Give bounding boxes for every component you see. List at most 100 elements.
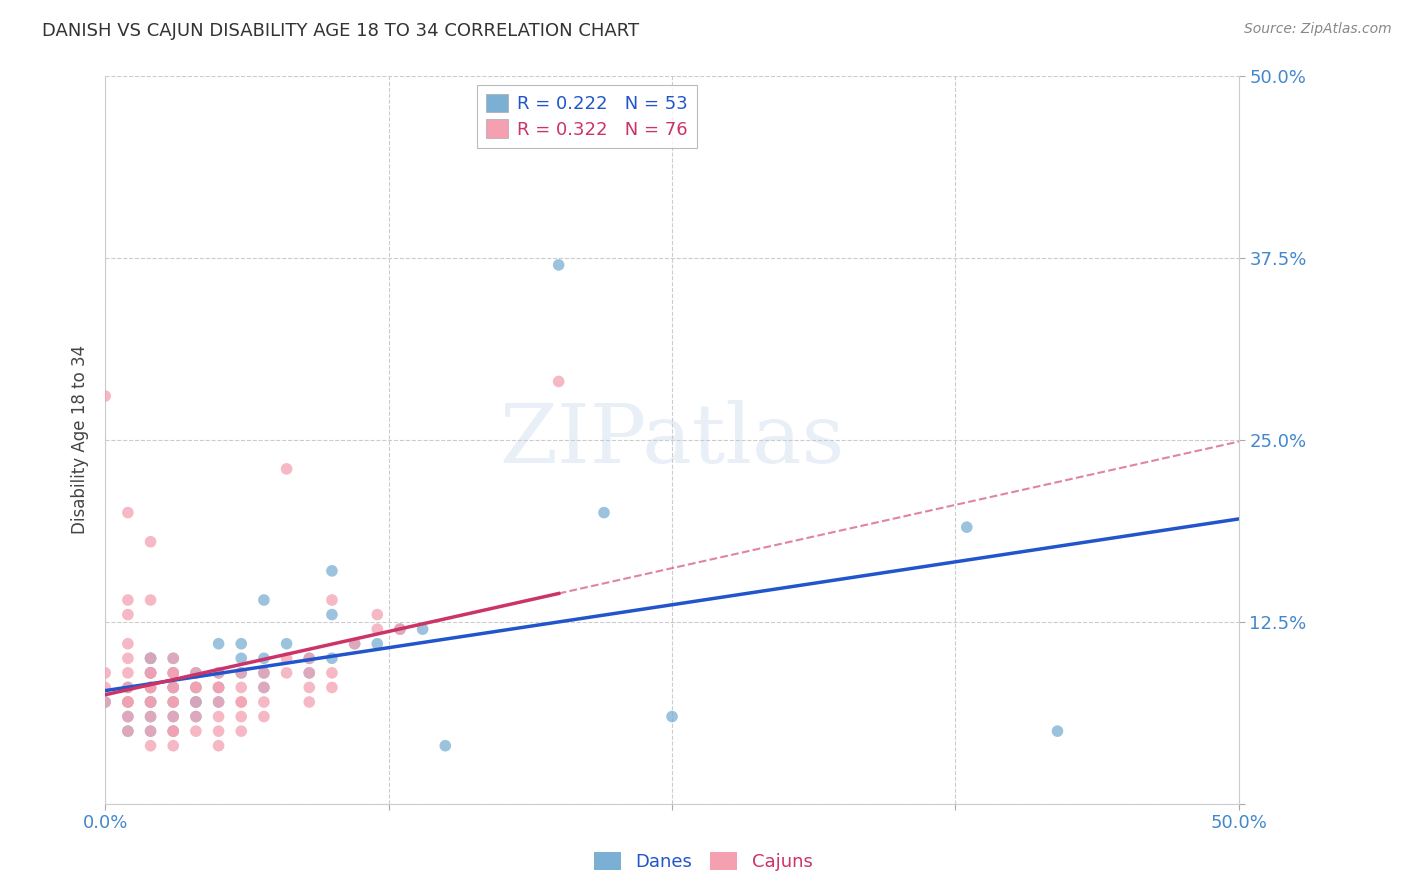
Point	[253, 709, 276, 723]
Point	[253, 665, 276, 680]
Point	[253, 681, 276, 695]
Point	[162, 724, 184, 739]
Point	[321, 607, 343, 622]
Point	[1046, 724, 1069, 739]
Point	[139, 651, 162, 665]
Point	[298, 651, 321, 665]
Point	[184, 724, 207, 739]
Point	[207, 724, 229, 739]
Point	[117, 709, 139, 723]
Point	[231, 695, 253, 709]
Point	[366, 637, 388, 651]
Point	[94, 695, 117, 709]
Point	[231, 709, 253, 723]
Point	[207, 739, 229, 753]
Point	[184, 709, 207, 723]
Point	[117, 724, 139, 739]
Point	[139, 665, 162, 680]
Point	[231, 651, 253, 665]
Point	[298, 681, 321, 695]
Point	[162, 695, 184, 709]
Point	[162, 709, 184, 723]
Point	[139, 665, 162, 680]
Point	[207, 681, 229, 695]
Point	[207, 695, 229, 709]
Point	[139, 709, 162, 723]
Point	[139, 593, 162, 607]
Point	[231, 665, 253, 680]
Point	[207, 695, 229, 709]
Point	[139, 681, 162, 695]
Point	[184, 695, 207, 709]
Point	[231, 637, 253, 651]
Point	[117, 593, 139, 607]
Point	[162, 695, 184, 709]
Point	[388, 622, 411, 636]
Point	[117, 665, 139, 680]
Point	[139, 681, 162, 695]
Point	[94, 695, 117, 709]
Point	[231, 681, 253, 695]
Point	[184, 709, 207, 723]
Point	[253, 665, 276, 680]
Point	[162, 739, 184, 753]
Point	[162, 681, 184, 695]
Point	[412, 622, 434, 636]
Point	[184, 681, 207, 695]
Point	[434, 739, 457, 753]
Point	[117, 651, 139, 665]
Point	[139, 724, 162, 739]
Point	[139, 695, 162, 709]
Legend: R = 0.222   N = 53, R = 0.322   N = 76: R = 0.222 N = 53, R = 0.322 N = 76	[477, 85, 696, 147]
Point	[298, 695, 321, 709]
Point	[207, 637, 229, 651]
Point	[184, 665, 207, 680]
Point	[139, 695, 162, 709]
Point	[276, 462, 298, 476]
Point	[162, 665, 184, 680]
Point	[139, 724, 162, 739]
Point	[343, 637, 366, 651]
Point	[139, 695, 162, 709]
Point	[956, 520, 979, 534]
Point	[253, 681, 276, 695]
Point	[343, 637, 366, 651]
Point	[207, 665, 229, 680]
Point	[162, 681, 184, 695]
Point	[321, 681, 343, 695]
Point	[162, 651, 184, 665]
Point	[207, 681, 229, 695]
Point	[231, 695, 253, 709]
Point	[117, 695, 139, 709]
Point	[117, 607, 139, 622]
Point	[298, 651, 321, 665]
Text: Source: ZipAtlas.com: Source: ZipAtlas.com	[1244, 22, 1392, 37]
Point	[162, 651, 184, 665]
Point	[207, 681, 229, 695]
Point	[139, 695, 162, 709]
Point	[94, 665, 117, 680]
Point	[661, 709, 683, 723]
Point	[184, 681, 207, 695]
Y-axis label: Disability Age 18 to 34: Disability Age 18 to 34	[72, 345, 89, 534]
Point	[139, 665, 162, 680]
Point	[276, 637, 298, 651]
Point	[139, 651, 162, 665]
Point	[94, 389, 117, 403]
Point	[162, 681, 184, 695]
Point	[253, 593, 276, 607]
Point	[276, 665, 298, 680]
Point	[593, 506, 616, 520]
Point	[298, 665, 321, 680]
Point	[321, 651, 343, 665]
Point	[298, 665, 321, 680]
Point	[117, 695, 139, 709]
Point	[366, 607, 388, 622]
Point	[388, 622, 411, 636]
Point	[231, 665, 253, 680]
Legend: Danes, Cajuns: Danes, Cajuns	[586, 845, 820, 879]
Point	[207, 665, 229, 680]
Point	[162, 724, 184, 739]
Point	[162, 681, 184, 695]
Point	[117, 681, 139, 695]
